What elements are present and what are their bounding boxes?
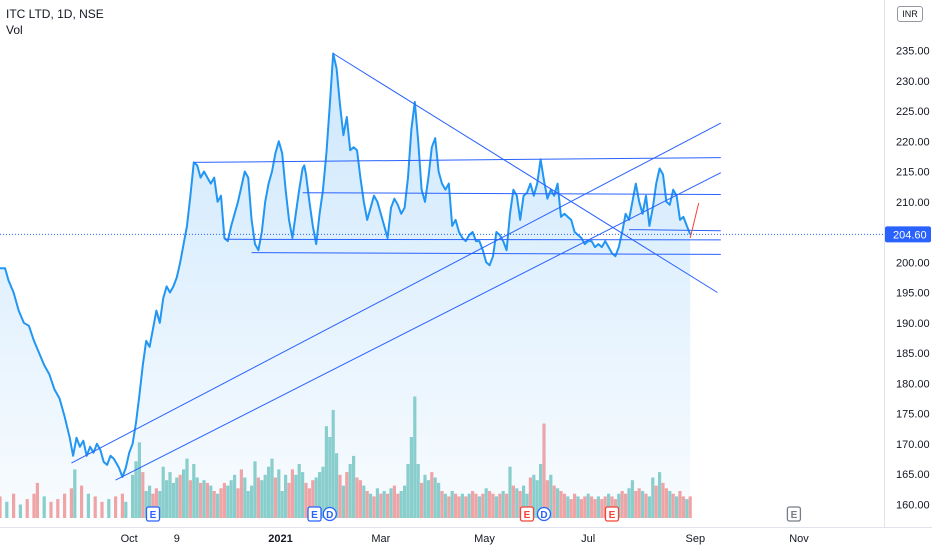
price-tick-0: 235.00 xyxy=(896,46,930,58)
time-tick-6: Sep xyxy=(686,533,706,545)
time-tick-3: Mar xyxy=(371,533,390,545)
time-axis[interactable]: Oct 9 2021 Mar May Jul Sep Nov xyxy=(0,527,932,546)
trend-line-4[interactable] xyxy=(302,192,721,195)
dividend-marker-4[interactable]: D xyxy=(536,506,552,522)
current-price-label-bg xyxy=(885,226,931,243)
price-tick-15: 160.00 xyxy=(896,499,930,511)
time-tick-1: 9 xyxy=(174,533,180,545)
event-marker-label: E xyxy=(311,510,318,521)
earnings-marker-0[interactable]: E xyxy=(145,506,161,522)
price-axis[interactable]: 235.00230.00225.00220.00215.00210.00205.… xyxy=(884,0,930,527)
event-marker-label: E xyxy=(524,510,531,521)
trend-lines[interactable] xyxy=(71,53,722,481)
price-tick-10: 185.00 xyxy=(896,348,930,360)
currency-badge[interactable]: INR xyxy=(897,6,923,22)
price-area-fill xyxy=(0,53,691,518)
event-marker-label: E xyxy=(150,510,157,521)
trend-line-7[interactable] xyxy=(628,229,721,232)
dividend-icon xyxy=(536,506,552,522)
earnings-icon xyxy=(604,506,620,522)
trend-line-5[interactable] xyxy=(224,238,721,241)
current-price-label: 204.60 xyxy=(885,226,931,243)
trend-line-2[interactable] xyxy=(332,53,718,293)
time-tick-2: 2021 xyxy=(268,533,292,545)
dividend-marker-2[interactable]: D xyxy=(322,506,337,522)
price-line-layer xyxy=(0,52,692,478)
price-tick-5: 210.00 xyxy=(896,197,930,209)
earnings-marker-1[interactable]: E xyxy=(307,506,322,522)
earnings-icon xyxy=(307,506,322,522)
time-tick-0: Oct xyxy=(121,533,138,545)
earnings-marker-5[interactable]: E xyxy=(604,506,620,522)
price-tick-11: 180.00 xyxy=(896,378,930,390)
event-marker-label: D xyxy=(326,510,333,521)
time-tick-7: Nov xyxy=(789,533,809,545)
trend-line-0[interactable] xyxy=(71,122,722,464)
price-line[interactable] xyxy=(0,52,692,478)
price-tick-4: 215.00 xyxy=(896,167,930,179)
volume-label[interactable]: Vol xyxy=(6,23,23,37)
earnings-icon xyxy=(145,506,161,522)
chart-legend: ITC LTD, 1D, NSE Vol xyxy=(6,6,104,38)
earnings-icon xyxy=(786,506,802,522)
current-price-value: 204.60 xyxy=(893,229,927,241)
price-area xyxy=(0,53,691,518)
event-marker-label: E xyxy=(609,510,616,521)
price-tick-1: 230.00 xyxy=(896,76,930,88)
earnings-marker-3[interactable]: E xyxy=(519,506,535,522)
earnings-marker-6[interactable]: E xyxy=(786,506,802,522)
trend-line-1[interactable] xyxy=(115,172,722,481)
price-tick-13: 170.00 xyxy=(896,439,930,451)
trend-line-3[interactable] xyxy=(193,157,721,163)
event-marker-label: D xyxy=(540,510,547,521)
trend-line-6[interactable] xyxy=(251,252,721,255)
price-tick-14: 165.00 xyxy=(896,469,930,481)
event-marker-label: E xyxy=(791,510,798,521)
price-tick-9: 190.00 xyxy=(896,318,930,330)
price-tick-2: 225.00 xyxy=(896,106,930,118)
trend-line-8[interactable] xyxy=(689,202,700,239)
price-tick-3: 220.00 xyxy=(896,136,930,148)
price-tick-12: 175.00 xyxy=(896,409,930,421)
symbol-title[interactable]: ITC LTD, 1D, NSE xyxy=(6,7,104,21)
time-tick-5: Jul xyxy=(581,533,595,545)
time-tick-4: May xyxy=(474,533,495,545)
price-tick-8: 195.00 xyxy=(896,288,930,300)
dividend-icon xyxy=(322,506,337,522)
earnings-icon xyxy=(519,506,535,522)
price-tick-7: 200.00 xyxy=(896,257,930,269)
